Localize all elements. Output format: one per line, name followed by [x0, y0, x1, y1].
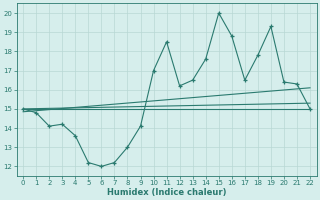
X-axis label: Humidex (Indice chaleur): Humidex (Indice chaleur): [107, 188, 226, 197]
